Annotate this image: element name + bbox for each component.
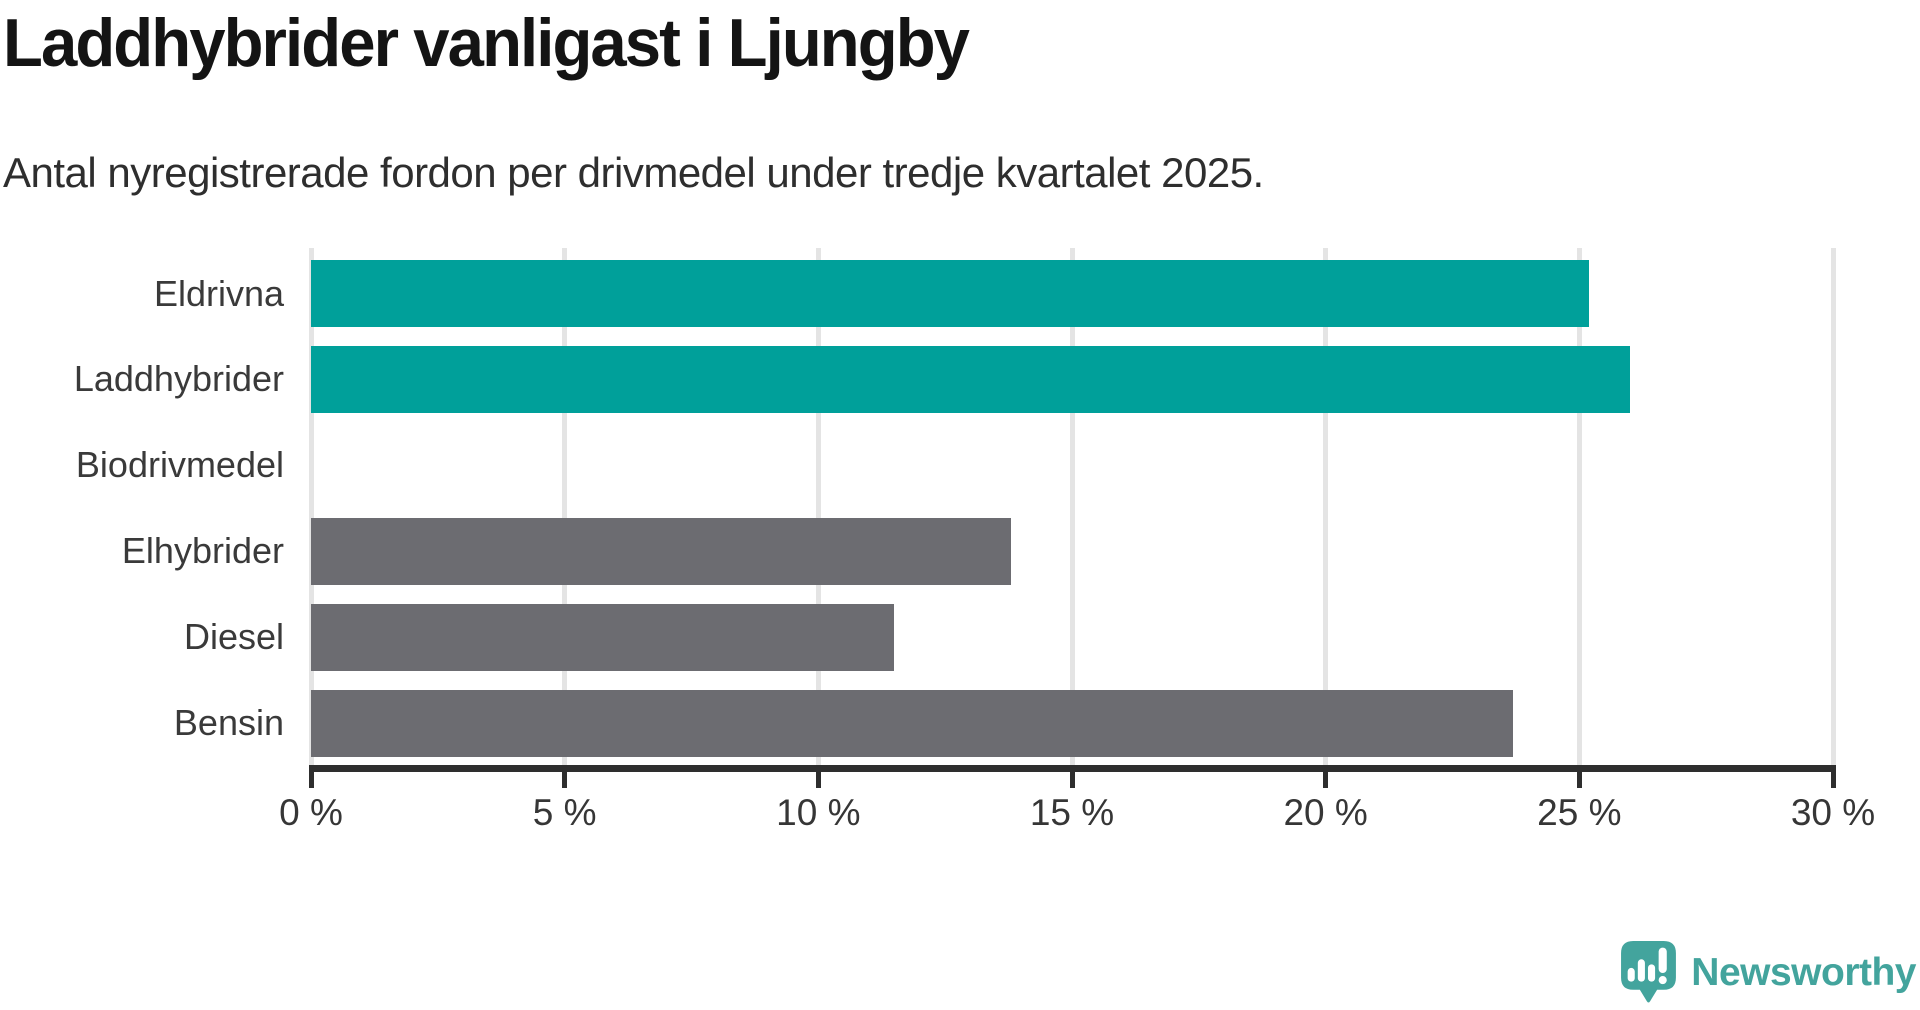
category-label: Eldrivna: [153, 272, 284, 314]
newsworthy-logo: Newsworthy: [1621, 941, 1916, 1004]
gridline: [815, 248, 821, 765]
x-tick-mark: [1830, 772, 1836, 788]
x-tick-label: 30 %: [1790, 792, 1876, 833]
gridline: [308, 248, 314, 765]
gridline: [1576, 248, 1582, 765]
x-tick-mark: [308, 772, 314, 788]
x-tick-label: 5 %: [532, 792, 597, 833]
x-tick-label: 25 %: [1537, 792, 1622, 833]
x-tick-mark: [562, 772, 568, 788]
category-label: Laddhybrider: [73, 358, 284, 400]
x-tick-label: 15 %: [1029, 792, 1115, 833]
newsworthy-speech-bubble-bar-chart-icon: [1621, 941, 1677, 1003]
gridline: [1323, 248, 1329, 765]
gridline: [562, 248, 568, 765]
x-tick-mark: [1323, 772, 1329, 788]
gridline: [1069, 248, 1075, 765]
bar: [311, 603, 895, 671]
x-tick-label: 20 %: [1283, 792, 1368, 833]
category-label: Bensin: [173, 702, 284, 743]
x-tick-mark: [1069, 772, 1075, 788]
x-tick-mark: [815, 772, 821, 788]
category-label: Diesel: [183, 616, 284, 658]
bar: [311, 517, 1012, 585]
category-label: Elhybrider: [121, 530, 284, 572]
bar: [311, 345, 1631, 413]
bar: [311, 260, 1590, 327]
x-tick-mark: [1576, 772, 1582, 788]
newsworthy-brand-text: Newsworthy: [1691, 950, 1916, 994]
category-label: Biodrivmedel: [75, 444, 284, 486]
chart-title: Laddhybrider vanligast i Ljungby: [3, 5, 970, 81]
x-tick-label: 0 %: [279, 792, 343, 833]
chart-subtitle: Antal nyregistrerade fordon per drivmede…: [3, 149, 1264, 196]
x-axis-line: [308, 765, 1836, 772]
gridline: [1830, 248, 1836, 765]
x-tick-label: 10 %: [776, 792, 861, 833]
bar: [311, 689, 1514, 757]
